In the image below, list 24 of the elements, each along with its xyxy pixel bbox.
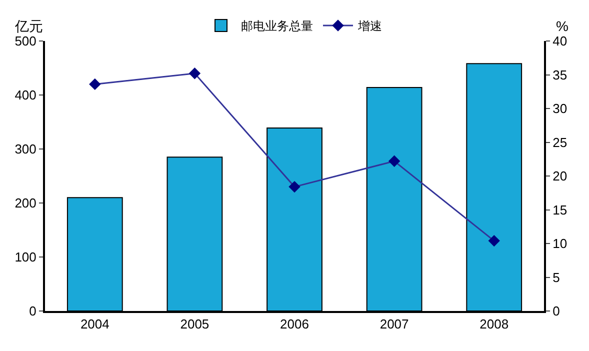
- y2-tick-label: 5: [552, 270, 560, 285]
- legend-label: 邮电业务总量: [241, 19, 313, 34]
- y-axis-title: 亿元: [14, 18, 43, 34]
- y2-tick-label: 35: [552, 67, 568, 82]
- y-tick-label: 0: [29, 304, 36, 319]
- y2-tick-label: 25: [552, 134, 568, 150]
- y2-tick-label: 15: [552, 202, 568, 218]
- x-tick-label: 2005: [180, 316, 210, 332]
- x-tick-label: 2008: [480, 316, 509, 332]
- x-tick-label: 2004: [80, 316, 110, 332]
- legend-label: 增速: [357, 19, 382, 34]
- y-tick-label: 300: [14, 142, 36, 157]
- y2-tick-label: 10: [552, 236, 568, 252]
- y2-tick-label: 40: [552, 34, 568, 49]
- y-tick-label: 400: [14, 88, 36, 103]
- y2-tick-label: 20: [552, 168, 568, 184]
- y2-tick-label: 0: [552, 304, 560, 319]
- y2-tick-label: 30: [552, 101, 568, 116]
- x-tick-label: 2006: [280, 316, 309, 332]
- y2-axis-title: %: [556, 18, 568, 34]
- y-tick-label: 500: [14, 34, 36, 49]
- x-tick-label: 2007: [380, 316, 409, 332]
- y-tick-label: 200: [14, 196, 36, 211]
- y-tick-label: 100: [14, 250, 36, 265]
